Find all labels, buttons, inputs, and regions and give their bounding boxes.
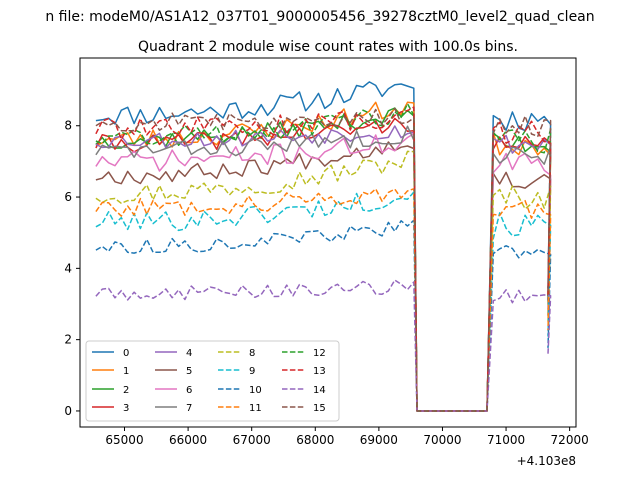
legend-label-1: 1 — [123, 366, 129, 377]
legend-label-13: 13 — [313, 366, 326, 377]
legend-label-4: 4 — [186, 348, 192, 359]
legend-label-11: 11 — [249, 403, 262, 414]
legend-label-2: 2 — [123, 385, 129, 396]
legend-label-8: 8 — [249, 348, 255, 359]
x-tick-label: 65000 — [105, 433, 143, 447]
chart-title: Quadrant 2 module wise count rates with … — [138, 39, 518, 55]
series-line-14 — [95, 279, 552, 412]
x-axis: 65000 66000 67000 68000 69000 70000 71000 72000 — [105, 427, 589, 447]
plot-area-lines — [95, 81, 552, 412]
legend-label-5: 5 — [186, 366, 192, 377]
x-tick-label: 70000 — [423, 433, 461, 447]
legend-label-12: 12 — [313, 348, 326, 359]
series-line-11 — [95, 188, 552, 412]
series-line-15 — [95, 107, 552, 412]
legend-label-7: 7 — [186, 403, 192, 414]
y-tick-label: 2 — [64, 333, 72, 347]
x-tick-label: 66000 — [169, 433, 207, 447]
legend-label-0: 0 — [123, 348, 129, 359]
x-tick-label: 69000 — [360, 433, 398, 447]
y-tick-label: 4 — [64, 261, 72, 275]
x-tick-label: 71000 — [487, 433, 525, 447]
x-tick-label: 72000 — [551, 433, 589, 447]
y-tick-label: 8 — [64, 119, 72, 133]
y-tick-label: 0 — [64, 404, 72, 418]
x-tick-label: 67000 — [233, 433, 271, 447]
legend-label-6: 6 — [186, 385, 192, 396]
legend-label-15: 15 — [313, 403, 326, 414]
x-tick-label: 68000 — [296, 433, 334, 447]
figure-suptitle: n file: modeM0/AS1A12_037T01_9000005456_… — [45, 9, 594, 25]
y-axis: 0 2 4 6 8 — [64, 119, 80, 418]
legend-label-9: 9 — [249, 366, 255, 377]
legend-label-3: 3 — [123, 403, 129, 414]
x-axis-offset-label: +4.103e8 — [517, 454, 576, 468]
series-line-13 — [95, 106, 552, 412]
legend-label-14: 14 — [313, 385, 326, 396]
legend-label-10: 10 — [249, 385, 262, 396]
axes-frame — [79, 57, 577, 428]
y-tick-label: 6 — [64, 190, 72, 204]
legend-frame — [85, 340, 340, 422]
